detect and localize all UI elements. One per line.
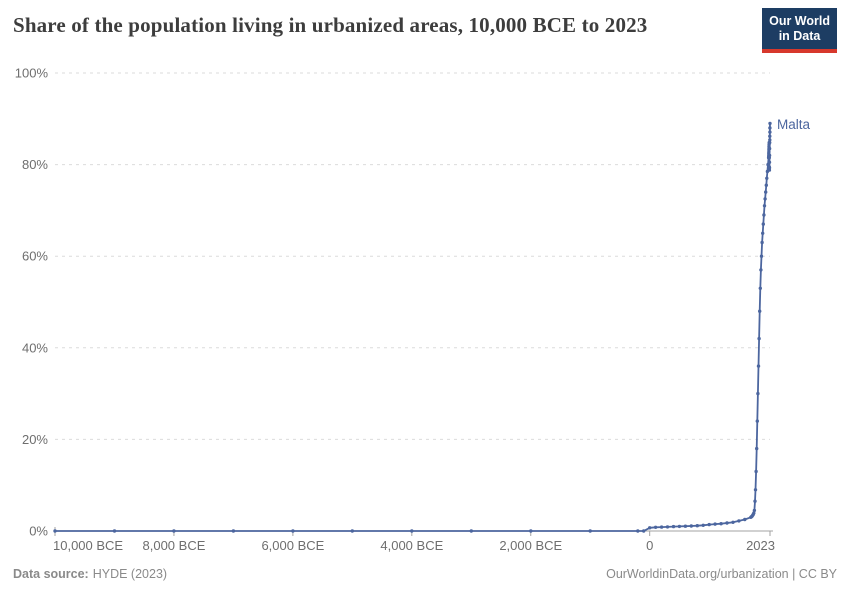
page-title: Share of the population living in urbani… <box>13 13 648 37</box>
data-point-marker <box>695 524 699 528</box>
owid-logo[interactable]: Our World in Data <box>762 8 837 53</box>
data-point-marker <box>768 138 772 142</box>
data-point-marker <box>659 525 664 529</box>
data-point-marker <box>350 529 354 533</box>
y-axis-tick-label: 20% <box>22 432 48 447</box>
data-point-marker <box>737 519 741 523</box>
data-point-marker <box>755 419 759 423</box>
x-axis-tick-label: 2023 <box>746 538 775 553</box>
data-point-marker <box>768 130 772 134</box>
data-point-marker <box>53 529 57 533</box>
data-point-marker <box>648 526 652 530</box>
y-axis-tick-label: 60% <box>22 249 48 264</box>
data-point-marker <box>763 197 767 201</box>
data-point-marker <box>291 529 295 533</box>
data-point-marker <box>642 529 646 533</box>
data-point-marker <box>764 183 768 187</box>
data-point-marker <box>753 488 758 492</box>
data-point-marker <box>768 121 772 126</box>
y-axis-tick-label: 80% <box>22 157 48 172</box>
data-point-marker <box>529 529 533 533</box>
data-point-marker <box>762 204 767 208</box>
data-point-marker <box>764 190 768 194</box>
owid-logo-line1: Our World <box>769 14 830 28</box>
data-point-marker <box>683 524 688 528</box>
data-point-marker <box>765 176 769 180</box>
data-point-marker <box>410 529 414 533</box>
data-point-marker <box>759 268 763 272</box>
data-point-marker <box>758 286 762 290</box>
data-point-marker <box>767 153 772 158</box>
data-point-marker <box>756 391 760 396</box>
data-point-marker <box>759 254 764 258</box>
data-point-marker <box>689 524 693 528</box>
data-point-marker <box>701 523 705 527</box>
series-line-malta[interactable] <box>54 122 771 532</box>
data-point-marker <box>719 522 723 526</box>
data-point-marker <box>756 364 761 368</box>
y-axis-tick-label: 40% <box>22 340 48 355</box>
data-point-marker <box>753 499 757 503</box>
data-point-marker <box>671 524 676 529</box>
data-point-marker <box>760 240 764 245</box>
data-point-marker <box>653 525 658 529</box>
data-point-marker <box>731 520 735 524</box>
data-point-marker <box>112 529 117 533</box>
x-axis-tick-label: 10,000 BCE <box>53 538 123 553</box>
data-point-marker <box>713 522 717 526</box>
data-point-marker <box>743 517 747 522</box>
data-point-marker <box>767 166 772 170</box>
x-axis-tick-label: 4,000 BCE <box>380 538 443 553</box>
owid-logo-line2: in Data <box>778 29 821 43</box>
data-point-marker <box>767 160 772 164</box>
data-point-marker <box>636 529 640 533</box>
x-axis-tick-label: 2,000 BCE <box>499 538 562 553</box>
data-point-marker <box>752 511 756 515</box>
data-point-marker <box>758 309 762 313</box>
data-point-marker <box>757 336 761 341</box>
x-axis-tick-label: 8,000 BCE <box>143 538 206 553</box>
data-source-note: Data source: HYDE (2023) <box>13 567 167 581</box>
data-point-marker <box>755 446 759 451</box>
data-point-marker <box>725 521 729 525</box>
y-axis-tick-label: 100% <box>15 66 49 81</box>
data-point-marker <box>588 529 592 533</box>
data-source-label: Data source: <box>13 567 89 581</box>
data-point-marker <box>762 213 766 217</box>
data-point-marker <box>767 146 772 151</box>
data-point-marker <box>761 222 765 226</box>
data-point-marker <box>752 508 757 513</box>
data-point-marker <box>677 524 682 529</box>
data-source-value: HYDE (2023) <box>92 567 168 581</box>
data-point-marker <box>665 525 670 529</box>
data-point-marker <box>707 522 711 527</box>
data-point-marker <box>768 126 772 130</box>
data-point-marker <box>761 231 765 235</box>
data-point-marker <box>768 134 772 138</box>
data-point-marker <box>231 529 236 533</box>
x-axis-tick-label: 0 <box>646 538 653 553</box>
license-credit-link[interactable]: OurWorldinData.org/urbanization | CC BY <box>606 567 837 581</box>
data-point-marker <box>768 140 772 145</box>
x-axis-tick-label: 6,000 BCE <box>261 538 324 553</box>
series-label-malta[interactable]: Malta <box>777 117 811 132</box>
data-point-marker <box>172 529 176 533</box>
data-point-marker <box>754 469 758 474</box>
chart-footer: Data source: HYDE (2023) OurWorldinData.o… <box>13 567 837 581</box>
y-axis-tick-label: 0% <box>29 524 48 539</box>
data-point-marker <box>469 529 473 533</box>
